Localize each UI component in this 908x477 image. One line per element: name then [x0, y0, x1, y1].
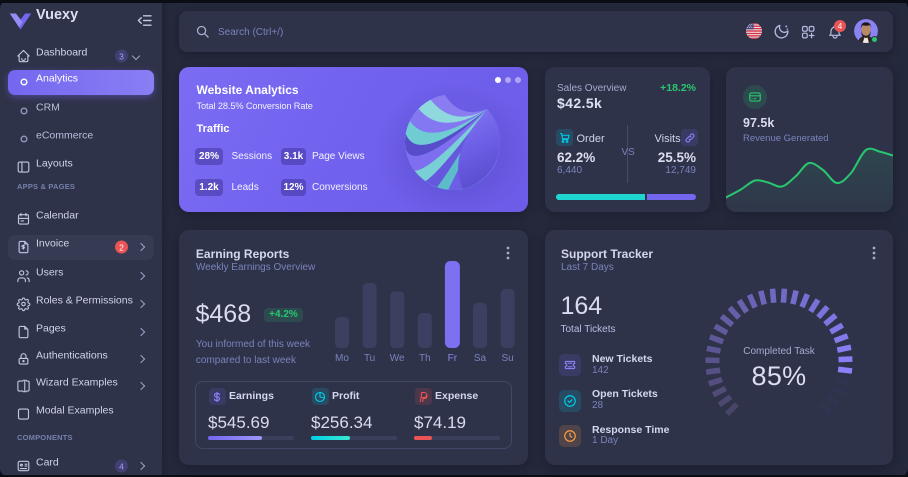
svg-text:Mo: Mo [335, 353, 349, 364]
svg-text:Su: Su [501, 353, 513, 364]
svg-text:Fr: Fr [448, 353, 458, 364]
svg-text:We: We [390, 353, 405, 364]
svg-text:Tu: Tu [364, 353, 375, 364]
svg-text:Th: Th [419, 353, 431, 364]
svg-text:Sa: Sa [474, 353, 487, 364]
